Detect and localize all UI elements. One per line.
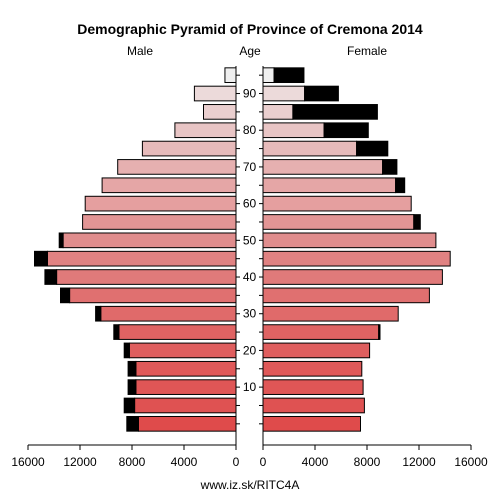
female-bar-10-14 bbox=[262, 379, 364, 395]
male-x-tick-label: 16000 bbox=[11, 455, 45, 469]
female-excess-bar-75-79 bbox=[356, 140, 389, 157]
male-excess-bar-20-24 bbox=[123, 342, 130, 359]
female-x-tick-label: 12000 bbox=[402, 455, 436, 469]
male-excess-bar-0-4 bbox=[126, 415, 140, 432]
age-tick-label: 40 bbox=[243, 270, 257, 284]
male-bar-45-49 bbox=[47, 250, 237, 267]
male-x-tick-label: 0 bbox=[233, 455, 240, 469]
age-tick-label: 70 bbox=[243, 160, 257, 174]
male-bar-40-44 bbox=[56, 269, 237, 285]
female-x-tick-label: 4000 bbox=[302, 455, 329, 469]
female-bar-90-94 bbox=[262, 85, 306, 102]
female-excess-bar-70-74 bbox=[382, 159, 398, 175]
male-label: Male bbox=[127, 44, 153, 58]
female-excess-bar-90-94 bbox=[304, 85, 339, 102]
chart-title: Demographic Pyramid of Province of Cremo… bbox=[77, 21, 423, 37]
female-bar-65-69 bbox=[262, 177, 397, 194]
female-x-tick-label: 0 bbox=[260, 455, 267, 469]
female-bar-25-29 bbox=[262, 324, 380, 340]
female-excess-bar-65-69 bbox=[395, 177, 406, 194]
female-bar-30-34 bbox=[262, 305, 399, 322]
female-excess-bar-95+ bbox=[273, 67, 305, 84]
male-x-tick-label: 8000 bbox=[119, 455, 146, 469]
female-label: Female bbox=[347, 44, 387, 58]
age-tick-label: 90 bbox=[243, 87, 257, 101]
female-excess-bar-85-89 bbox=[292, 104, 378, 120]
male-bar-65-69 bbox=[101, 177, 237, 194]
male-excess-bar-25-29 bbox=[113, 324, 120, 340]
female-bar-20-24 bbox=[262, 342, 371, 359]
age-tick-label: 30 bbox=[243, 307, 257, 321]
male-excess-bar-30-34 bbox=[95, 305, 102, 322]
female-bar-75-79 bbox=[262, 140, 358, 157]
male-excess-bar-40-44 bbox=[44, 269, 58, 285]
female-bar-15-19 bbox=[262, 360, 363, 377]
female-excess-bar-25-29 bbox=[378, 324, 381, 340]
female-bar-45-49 bbox=[262, 250, 451, 267]
male-x-tick-label: 4000 bbox=[171, 455, 198, 469]
male-excess-bar-15-19 bbox=[127, 360, 137, 377]
female-bar-55-59 bbox=[262, 214, 415, 230]
age-tick-label: 60 bbox=[243, 197, 257, 211]
age-tick-label: 20 bbox=[243, 343, 257, 357]
male-bar-20-24 bbox=[128, 342, 237, 359]
male-excess-bar-10-14 bbox=[127, 379, 137, 395]
female-bar-60-64 bbox=[262, 195, 412, 212]
female-bar-80-84 bbox=[262, 122, 325, 139]
axes-group: 90 80 70 60 50 40 30 20 10 16000 12000 8000 4000 0 0 40… bbox=[11, 66, 488, 469]
age-label: Age bbox=[239, 44, 261, 58]
male-bar-35-39 bbox=[69, 287, 237, 304]
male-bar-60-64 bbox=[84, 195, 237, 212]
male-excess-bar-50-54 bbox=[58, 232, 64, 249]
female-x-tick-label: 8000 bbox=[354, 455, 381, 469]
male-excess-bar-5-9 bbox=[123, 397, 136, 414]
female-bar-70-74 bbox=[262, 159, 384, 175]
male-bar-0-4 bbox=[138, 415, 237, 432]
female-bar-35-39 bbox=[262, 287, 430, 304]
male-bar-50-54 bbox=[62, 232, 237, 249]
male-excess-bar-35-39 bbox=[60, 287, 71, 304]
male-bar-30-34 bbox=[100, 305, 237, 322]
age-tick-label: 80 bbox=[243, 123, 257, 137]
male-x-tick-label: 12000 bbox=[63, 455, 97, 469]
male-bar-85-89 bbox=[203, 104, 237, 120]
male-bar-55-59 bbox=[82, 214, 237, 230]
male-bar-75-79 bbox=[141, 140, 237, 157]
male-bar-25-29 bbox=[118, 324, 237, 340]
age-tick-label: 10 bbox=[243, 380, 257, 394]
female-excess-bar-55-59 bbox=[413, 214, 421, 230]
age-tick-label: 50 bbox=[243, 233, 257, 247]
female-excess-bar-80-84 bbox=[323, 122, 369, 139]
male-bar-70-74 bbox=[117, 159, 237, 175]
male-bar-95+ bbox=[224, 67, 237, 84]
female-x-tick-label: 16000 bbox=[454, 455, 488, 469]
female-bar-40-44 bbox=[262, 269, 443, 285]
source-label: www.iz.sk/RITC4A bbox=[200, 478, 300, 492]
female-bar-50-54 bbox=[262, 232, 437, 249]
female-bar-85-89 bbox=[262, 104, 294, 120]
male-bar-90-94 bbox=[193, 85, 237, 102]
male-excess-bar-45-49 bbox=[34, 250, 48, 267]
female-bar-0-4 bbox=[262, 415, 361, 432]
male-bar-5-9 bbox=[134, 397, 237, 414]
female-bar-95+ bbox=[262, 67, 275, 84]
male-bar-10-14 bbox=[135, 379, 237, 395]
female-bar-5-9 bbox=[262, 397, 365, 414]
male-bar-80-84 bbox=[174, 122, 237, 139]
male-bar-15-19 bbox=[135, 360, 237, 377]
